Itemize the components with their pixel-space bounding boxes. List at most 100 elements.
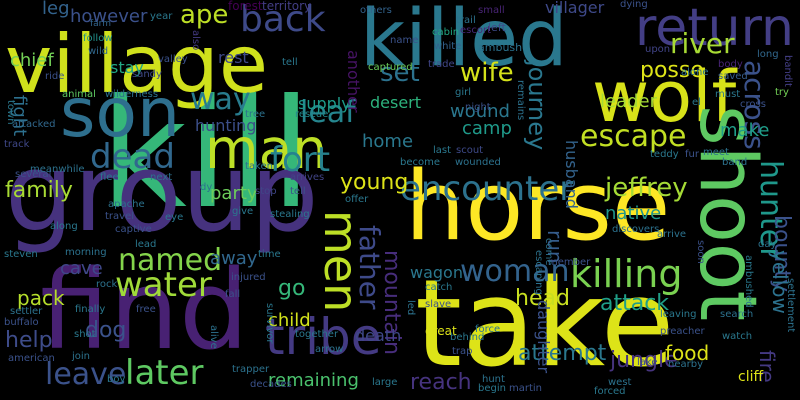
cloud-word: posse [640,58,704,83]
cloud-word: small [478,5,505,16]
cloud-word: farm [90,19,111,29]
cloud-word: pack [17,286,65,310]
cloud-word: left [488,21,506,34]
cloud-word: tree [245,109,266,120]
cloud-word: animal [62,89,96,100]
cloud-word: name [390,35,419,46]
cloud-word: escape [580,119,687,154]
cloud-word: journey [523,60,551,151]
cloud-word: child [268,310,311,331]
cloud-word: boy [107,374,126,385]
cloud-word: wagon [410,263,463,282]
cloud-word: however [70,6,148,27]
cloud-word: along [50,221,78,232]
cloud-word: wife [460,58,514,88]
cloud-word: stealing [270,209,310,220]
cloud-word: husband [562,140,581,209]
cloud-word: scout [456,145,484,156]
cloud-word: cave [60,258,103,279]
cloud-word: saved [718,71,748,82]
cloud-word: trail [456,15,476,26]
cloud-word: stop [255,186,277,197]
cloud-word: party [210,183,258,204]
cloud-word: large [372,377,398,388]
cloud-word: rock [96,279,118,290]
cloud-word: find [40,246,249,374]
cloud-word: upon [645,44,671,55]
cloud-word: free [136,304,156,315]
cloud-word: escort [460,25,492,36]
cloud-word: camp [462,118,512,139]
cloud-word: wolf [592,56,737,138]
cloud-word: bandit [782,55,793,87]
cloud-word: long [757,49,779,60]
cloud-word: behind [450,332,485,343]
cloud-word: death [355,326,402,345]
cloud-word: trapper [232,364,270,375]
cloud-word: reach [410,370,472,395]
cloud-word: leaf [300,95,356,130]
cloud-word: killed [360,0,568,84]
cloud-word: meanwhile [30,164,85,175]
cloud-word: slave [425,299,452,310]
cloud-word: ride [45,71,65,82]
cloud-word: arrives [290,172,325,183]
cloud-word: rescue [295,109,329,120]
cloud-word: fall [225,289,241,300]
cloud-word: together [295,329,339,340]
cloud-word: stay [110,58,144,77]
cloud-word: nearby [668,359,703,370]
cloud-word: head [515,286,570,311]
cloud-word: dying [620,0,648,10]
cloud-word: away [210,248,258,269]
cloud-word: lake [637,357,658,368]
cloud-word: next [150,172,173,183]
cloud-word: jeffrey [605,173,688,203]
cloud-word: arrow [315,344,344,355]
cloud-word: steven [4,249,38,260]
cloud-word: leader [600,91,658,112]
cloud-word: try [775,87,789,98]
cloud-word: group [5,131,319,256]
cloud-word: supply [298,94,351,113]
cloud-word: martin [509,383,543,394]
cloud-word: begin [478,383,506,394]
cloud-word: another [344,50,363,113]
cloud-word: watch [722,331,753,342]
cloud-word: girl [455,87,472,98]
cloud-word: led [405,300,416,316]
cloud-word: survivor [264,303,275,344]
cloud-word: search [720,309,754,320]
cloud-word: sandy [132,69,162,80]
cloud-word: dog [85,318,127,343]
cloud-word: morning [65,247,107,258]
cloud-word: meet [703,147,729,158]
cloud-word: return [635,0,794,58]
cloud-word: leg [42,0,70,19]
cloud-word: forest [228,0,263,13]
cloud-word: leaving [660,309,697,320]
cloud-word: named [118,243,223,278]
cloud-word: valley [158,54,188,65]
cloud-word: cliff [738,369,764,385]
cloud-word: white [434,41,462,52]
cloud-word: remaining [268,370,359,391]
cloud-word: time [258,249,281,260]
cloud-word: also [190,30,201,51]
cloud-word: discovers [612,224,660,235]
cloud-word: fur [685,149,699,160]
cloud-word: force [475,324,501,335]
cloud-word: tribe [265,308,382,366]
cloud-word: killing [570,252,683,296]
cloud-word: others [360,5,392,16]
cloud-word: man [205,117,328,181]
cloud-word: settlement [785,278,796,333]
cloud-word: hunting [195,116,257,135]
cloud-word: way [190,82,251,117]
cloud-word: desert [370,93,422,112]
cloud-word: settler [10,306,43,317]
cloud-word: buffalo [4,317,39,328]
cloud-word: ape [180,0,229,30]
cloud-word: daughter [534,300,553,374]
cloud-word: wounded [455,157,501,168]
